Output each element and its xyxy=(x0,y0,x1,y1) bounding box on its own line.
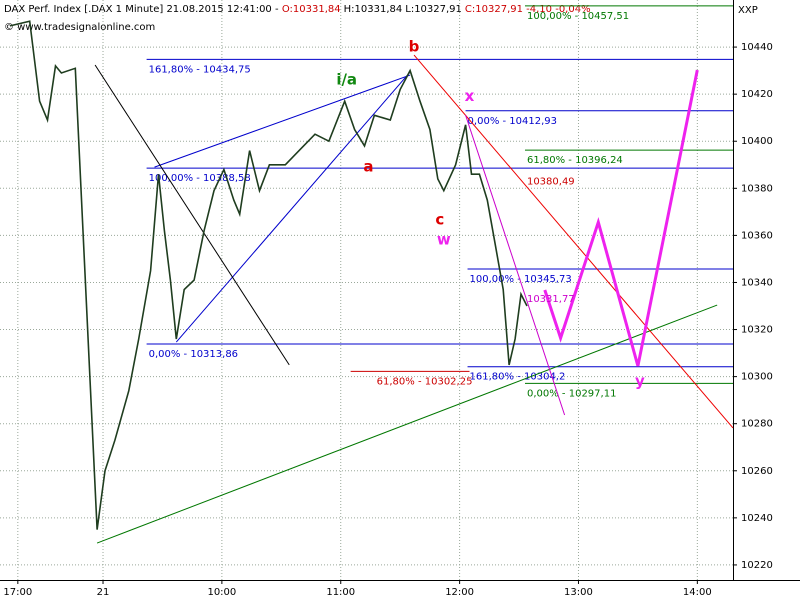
y-tick-label: 10420 xyxy=(741,89,773,100)
y-tick-label: 10220 xyxy=(741,560,773,571)
title-part: H:10331,84 xyxy=(344,4,403,15)
x-tick-label: 12:00 xyxy=(445,587,474,598)
trend-line xyxy=(175,71,411,343)
trend-line xyxy=(96,304,718,544)
x-tick-label: 17:00 xyxy=(3,587,32,598)
chart-title: DAX Perf. Index [.DAX 1 Minute] 21.08.20… xyxy=(4,4,591,15)
level-label: 0,00% - 10297,11 xyxy=(527,388,616,399)
wave-label: w xyxy=(437,231,451,249)
trend-line xyxy=(413,54,734,429)
y-tick-label: 10280 xyxy=(741,419,773,430)
y-tick-label: 10360 xyxy=(741,230,773,241)
trend-line xyxy=(154,74,411,168)
y-tick-label: 10300 xyxy=(741,372,773,383)
wave-label: a xyxy=(363,158,373,176)
y-tick-label: 10400 xyxy=(741,136,773,147)
y-tick-label: 10440 xyxy=(741,42,773,53)
x-tick-label: 10:00 xyxy=(207,587,236,598)
y-tick-label: 10320 xyxy=(741,325,773,336)
x-tick-label: 14:00 xyxy=(683,587,712,598)
level-label: 0,00% - 10313,86 xyxy=(149,349,238,360)
level-label: 0,00% - 10412,93 xyxy=(468,116,557,127)
title-part: L:10327,91 xyxy=(405,4,462,15)
wave-label: y xyxy=(635,372,645,390)
title-part: DAX Perf. Index [.DAX 1 Minute] 21.08.20… xyxy=(4,4,279,15)
title-part: C:10327,91 -4,10 -0,04% xyxy=(465,4,591,15)
wave-label: b xyxy=(409,38,420,56)
price-label: 10380,49 xyxy=(527,176,575,187)
level-label: 100,00% - 10388,58 xyxy=(149,173,251,184)
level-label: 161,80% - 10304,2 xyxy=(470,372,566,383)
wave-label: c xyxy=(435,211,444,229)
wave-label: x xyxy=(465,87,475,105)
projection-path xyxy=(543,69,699,367)
x-tick-label: 11:00 xyxy=(326,587,355,598)
y-tick-label: 10380 xyxy=(741,183,773,194)
title-part: O:10331,84 xyxy=(282,4,341,15)
y-tick-label: 10240 xyxy=(741,513,773,524)
level-label: 61,80% - 10302,25 xyxy=(377,376,473,387)
axis-label: XXP xyxy=(738,5,758,16)
x-tick-label: 13:00 xyxy=(564,587,593,598)
y-tick-label: 10340 xyxy=(741,277,773,288)
level-label: 100,00% - 10345,73 xyxy=(470,274,572,285)
trend-line xyxy=(465,114,566,416)
level-label: 61,80% - 10396,24 xyxy=(527,155,623,166)
level-label: 161,80% - 10434,75 xyxy=(149,64,251,75)
price-line xyxy=(9,20,528,530)
trend-line xyxy=(94,64,290,366)
subtitle: © www.tradesignalonline.com xyxy=(4,22,155,33)
level-label: 100,00% - 10457,51 xyxy=(527,11,629,22)
y-tick-label: 10260 xyxy=(741,466,773,477)
wave-label: i/a xyxy=(336,71,357,89)
price-label: 10331,77 xyxy=(527,294,575,305)
x-tick-label: 21 xyxy=(97,587,110,598)
